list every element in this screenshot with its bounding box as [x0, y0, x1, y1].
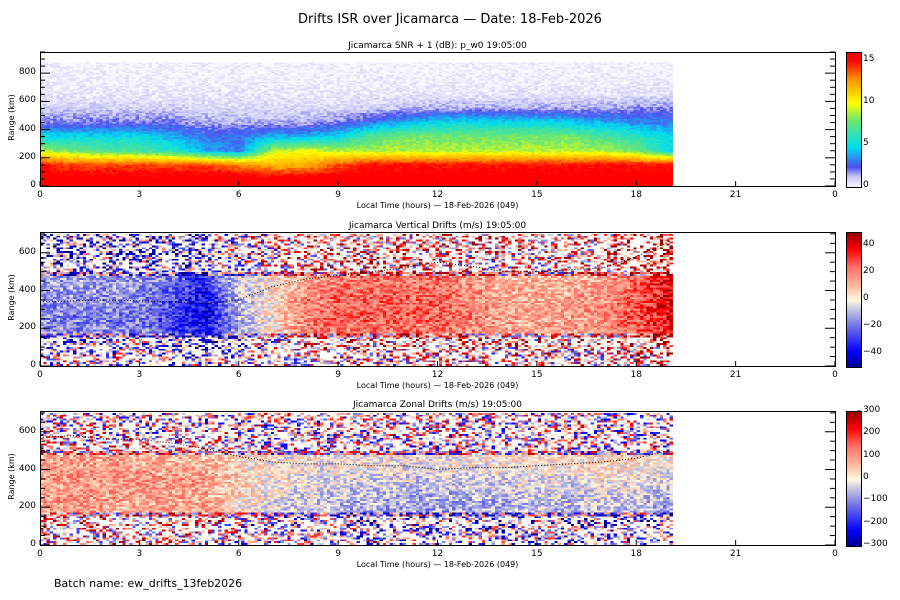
colorbar-tick-label: 0 [863, 180, 869, 190]
x-tick-label: 12 [431, 549, 444, 559]
heatmap-0 [40, 52, 673, 186]
x-tick-label: 9 [335, 549, 341, 559]
x-tick-label: 9 [335, 190, 341, 200]
colorbar [846, 52, 862, 188]
x-tick-label: 0 [832, 370, 838, 380]
x-tick-label: 15 [531, 370, 543, 380]
x-tick-label: 0 [37, 190, 43, 200]
colorbar-tick-label: 40 [863, 239, 875, 250]
y-tick-label: 400 [18, 463, 36, 474]
x-tick-label: 3 [136, 549, 143, 559]
colorbar-tick-label: 300 [863, 405, 881, 415]
x-tick-label: 0 [37, 370, 43, 380]
panel-title: Jicamarca SNR + 1 (dB): p_w0 19:05:00 [348, 41, 527, 51]
heatmap-1 [40, 232, 673, 366]
y-tick-label: 0 [30, 180, 36, 190]
heatmap-2 [40, 411, 673, 545]
x-axis-label: Local Time (hours) — 18-Feb-2026 (049) [356, 381, 519, 390]
x-tick-label: 21 [729, 549, 742, 559]
colorbar-tick-label: −40 [863, 346, 882, 357]
x-tick-label: 15 [531, 549, 543, 559]
colorbar-tick-label: 20 [863, 266, 875, 277]
plot-frame [40, 52, 836, 187]
x-tick-label: 0 [832, 549, 838, 559]
colorbar-tick-label: 5 [863, 138, 869, 149]
panel-title: Jicamarca Zonal Drifts (m/s) 19:05:00 [353, 400, 522, 410]
x-axis-label: Local Time (hours) — 18-Feb-2026 (049) [356, 560, 519, 569]
colorbar-tick-label: −300 [863, 539, 888, 549]
x-tick-label: 0 [37, 549, 43, 559]
x-tick-label: 15 [531, 190, 543, 200]
y-tick-label: 400 [18, 284, 36, 295]
x-tick-label: 18 [630, 190, 642, 200]
height-trace [39, 435, 670, 471]
colorbar-tick-label: 15 [863, 54, 875, 65]
x-tick-label: 3 [136, 370, 143, 380]
x-tick-label: 21 [729, 370, 742, 380]
x-tick-label: 12 [431, 190, 444, 200]
x-axis-label: Local Time (hours) — 18-Feb-2026 (049) [356, 201, 519, 210]
colorbar [846, 411, 862, 547]
x-tick-label: 6 [235, 190, 242, 200]
y-tick-label: 0 [30, 539, 36, 549]
y-tick-label: 200 [18, 322, 36, 333]
y-tick-label: 600 [18, 95, 36, 106]
colorbar-tick-label: −200 [863, 516, 888, 527]
height-trace [39, 240, 670, 305]
x-tick-label: 6 [235, 549, 242, 559]
colorbar [846, 232, 862, 368]
colorbar-tick-label: 0 [863, 472, 869, 482]
x-tick-label: 3 [136, 190, 143, 200]
y-tick-label: 200 [18, 501, 36, 512]
y-tick-label: 200 [18, 151, 36, 162]
colorbar-tick-label: 10 [863, 96, 875, 107]
x-tick-label: 0 [832, 190, 838, 200]
y-tick-label: 800 [18, 67, 36, 78]
colorbar-tick-label: 200 [863, 427, 881, 438]
colorbar-tick-label: −20 [863, 319, 882, 330]
x-tick-label: 9 [335, 370, 341, 380]
y-tick-label: 400 [18, 123, 36, 134]
y-tick-label: 600 [18, 246, 36, 257]
colorbar-tick-label: 100 [863, 449, 881, 460]
y-tick-label: 0 [30, 360, 36, 370]
x-tick-label: 18 [630, 549, 642, 559]
y-tick-label: 600 [18, 425, 36, 436]
x-tick-label: 18 [630, 370, 642, 380]
panel-title: Jicamarca Vertical Drifts (m/s) 19:05:00 [348, 221, 527, 231]
y-axis-label: Range (km) [6, 453, 16, 500]
x-tick-label: 6 [235, 370, 242, 380]
x-tick-label: 12 [431, 370, 444, 380]
colorbar-tick-label: −100 [863, 494, 888, 505]
figure-title: Drifts ISR over Jicamarca — Date: 18-Feb… [298, 12, 602, 27]
x-tick-label: 21 [729, 190, 742, 200]
colorbar-tick-label: 0 [863, 293, 869, 303]
batch-name: Batch name: ew_drifts_13feb2026 [54, 577, 243, 590]
